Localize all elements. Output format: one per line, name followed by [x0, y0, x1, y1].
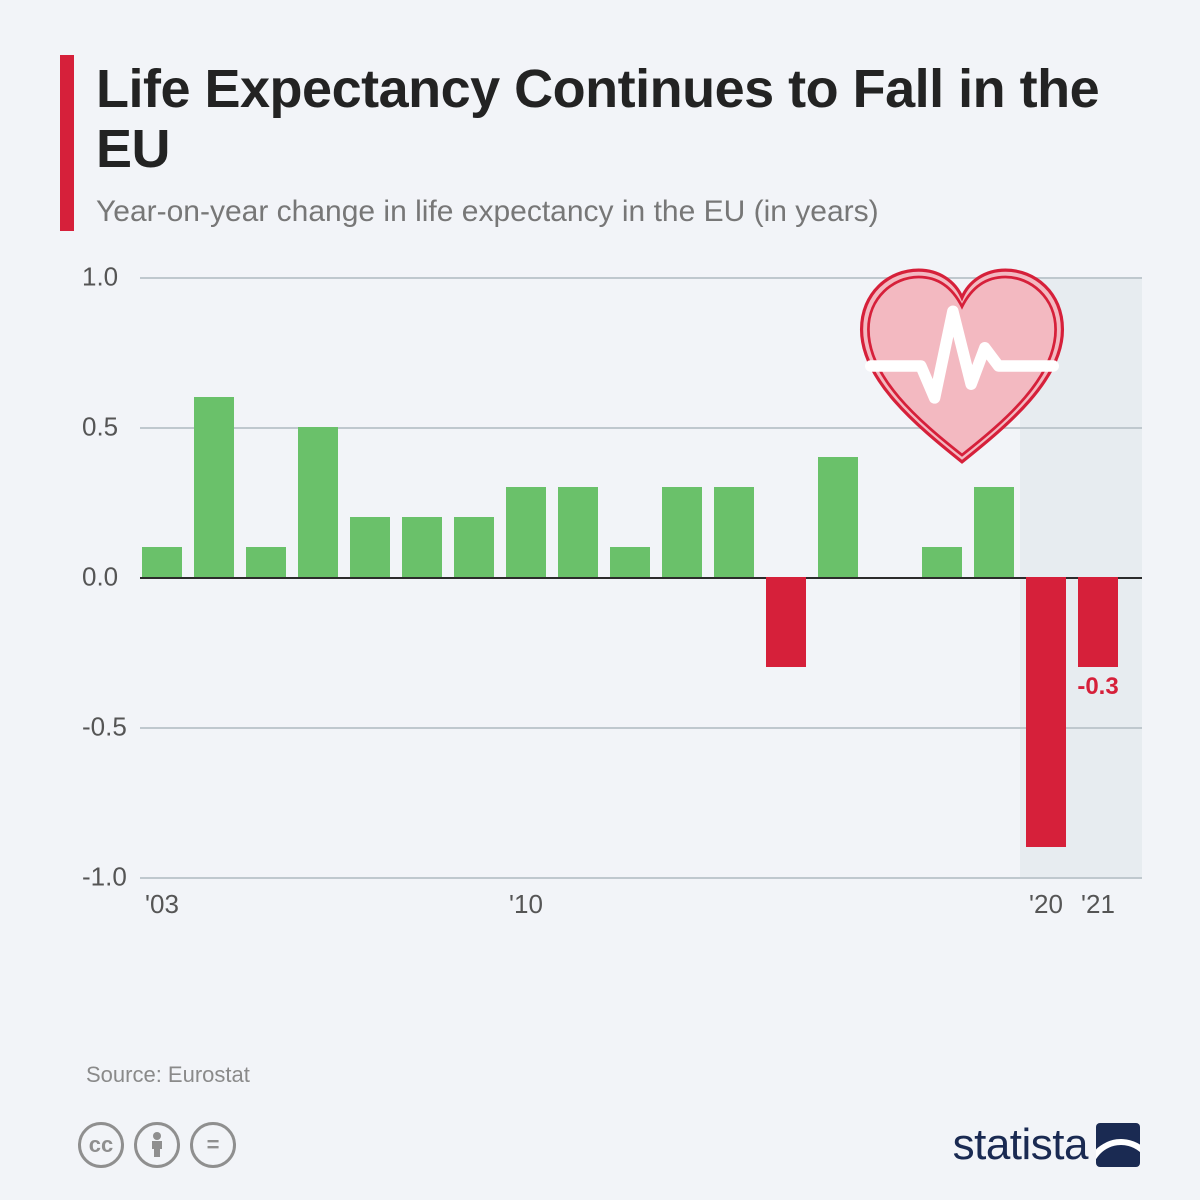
- x-tick-label: '21: [1081, 889, 1115, 920]
- bar: [766, 577, 806, 667]
- cc-icon: cc: [78, 1122, 124, 1168]
- x-axis-labels: '03 '10 '20 '21: [140, 889, 1142, 929]
- bar: [610, 547, 650, 577]
- gridline: [140, 727, 1142, 729]
- nd-icon: =: [190, 1122, 236, 1168]
- header-text: Life Expectancy Continues to Fall in the…: [96, 55, 1140, 231]
- by-icon: [134, 1122, 180, 1168]
- y-tick-label: 0.5: [82, 411, 132, 442]
- bar: [298, 427, 338, 577]
- x-tick-label: '10: [509, 889, 543, 920]
- chart-title: Life Expectancy Continues to Fall in the…: [96, 59, 1140, 180]
- bar: [194, 397, 234, 577]
- bar: [1078, 577, 1118, 667]
- bar: [818, 457, 858, 577]
- x-tick-label: '20: [1029, 889, 1063, 920]
- y-tick-label: -1.0: [82, 861, 132, 892]
- y-tick-label: 1.0: [82, 261, 132, 292]
- bar: [714, 487, 754, 577]
- gridline: [140, 877, 1142, 879]
- bar: [402, 517, 442, 577]
- bar: [922, 547, 962, 577]
- bar: [1026, 577, 1066, 847]
- bar: [350, 517, 390, 577]
- bar: [142, 547, 182, 577]
- chart: -0.3 -1.0-0.50.00.51.0 '03'10'20'21: [82, 277, 1140, 937]
- bar: [246, 547, 286, 577]
- accent-bar: [60, 55, 74, 231]
- chart-subtitle: Year-on-year change in life expectancy i…: [96, 192, 1140, 231]
- brand-logo: statista: [953, 1120, 1140, 1170]
- cc-icons: cc =: [78, 1122, 236, 1168]
- brand-text: statista: [953, 1120, 1088, 1170]
- bar: [974, 487, 1014, 577]
- header: Life Expectancy Continues to Fall in the…: [60, 55, 1140, 231]
- bar-value-label: -0.3: [1077, 673, 1118, 701]
- bar: [662, 487, 702, 577]
- x-tick-label: '03: [145, 889, 179, 920]
- footer: cc = statista: [78, 1120, 1140, 1170]
- chart-inner: -0.3 -1.0-0.50.00.51.0 '03'10'20'21: [82, 277, 1142, 937]
- bar: [454, 517, 494, 577]
- source-label: Source: Eurostat: [86, 1062, 250, 1088]
- bar: [506, 487, 546, 577]
- y-tick-label: 0.0: [82, 561, 132, 592]
- y-tick-label: -0.5: [82, 711, 132, 742]
- gridline: [140, 577, 1142, 579]
- heart-icon: [847, 261, 1077, 471]
- bar: [558, 487, 598, 577]
- brand-mark-icon: [1096, 1123, 1140, 1167]
